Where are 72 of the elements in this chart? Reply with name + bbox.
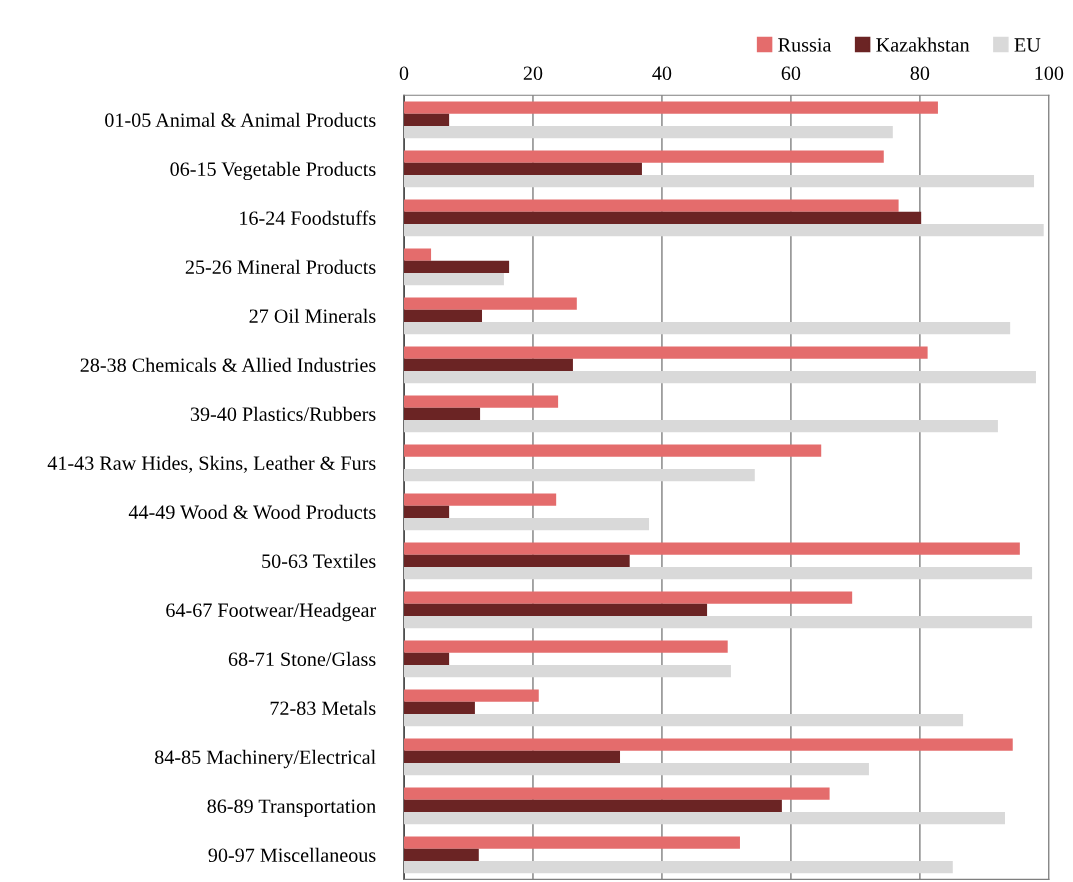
y-tick-label: 06-15 Vegetable Products xyxy=(170,161,376,181)
bar xyxy=(403,799,782,812)
bar xyxy=(403,603,708,616)
y-tick-label: 28-38 Chemicals & Allied Industries xyxy=(80,357,376,372)
x-tick-label: 80 xyxy=(910,66,930,81)
x-tick-label: 60 xyxy=(781,66,801,81)
y-tick-label: 64-67 Footwear/Headgear xyxy=(166,602,377,622)
legend-label: Russia xyxy=(778,38,832,52)
bar xyxy=(403,174,1035,188)
bar xyxy=(403,309,483,322)
bar xyxy=(403,811,1006,825)
y-tick-label: 72-83 Metals xyxy=(270,700,376,716)
bar xyxy=(403,566,1033,580)
bar xyxy=(403,652,450,665)
bar xyxy=(403,211,922,224)
x-tick-label: 100 xyxy=(1035,66,1064,81)
bar xyxy=(403,591,853,604)
bar xyxy=(403,738,1013,751)
bar xyxy=(403,162,642,175)
y-tick-label: 41-43 Raw Hides, Skins, Leather & Furs xyxy=(47,455,376,473)
x-tick-label: 20 xyxy=(523,66,543,81)
bar xyxy=(403,125,893,139)
y-tick-label: 86-89 Transportation xyxy=(207,799,376,818)
bar xyxy=(403,640,728,653)
bar xyxy=(403,370,1036,384)
bar xyxy=(403,787,830,800)
y-tick-label: 44-49 Wood & Wood Products xyxy=(128,504,376,520)
y-tick-label: 68-71 Stone/Glass xyxy=(228,651,376,667)
bar xyxy=(403,346,928,359)
y-tick-label: 27 Oil Minerals xyxy=(249,308,376,323)
y-tick-label: 50-63 Textiles xyxy=(262,553,376,568)
bar xyxy=(403,113,450,126)
bar xyxy=(403,358,573,371)
bar xyxy=(403,664,731,678)
y-tick-label: 25-26 Mineral Products xyxy=(185,259,376,274)
legend-label: Kazakhstan xyxy=(876,37,970,52)
bar xyxy=(403,615,1033,629)
bar xyxy=(403,419,998,433)
bar xyxy=(403,150,884,163)
bar xyxy=(403,444,822,457)
bar xyxy=(403,297,577,310)
bar xyxy=(403,554,630,567)
bar xyxy=(403,248,432,261)
x-tick-label: 40 xyxy=(652,66,672,81)
bar xyxy=(403,223,1044,237)
bar xyxy=(403,505,450,518)
y-tick-label: 90-97 Miscellaneous xyxy=(208,847,376,863)
bar xyxy=(403,101,938,114)
bar xyxy=(403,260,510,273)
bar xyxy=(403,407,481,420)
bar xyxy=(403,762,869,776)
x-tick-label: 0 xyxy=(399,66,409,81)
y-tick-label: 16-24 Foodstuffs xyxy=(240,210,376,225)
bar xyxy=(403,199,899,212)
bar xyxy=(403,542,1020,555)
bar xyxy=(403,321,1011,335)
bar xyxy=(403,468,755,482)
bar xyxy=(403,493,557,506)
bar xyxy=(403,836,740,849)
bar xyxy=(403,848,479,861)
y-tick-label: 84-85 Machinery/Electrical xyxy=(154,749,376,769)
bar xyxy=(403,395,559,408)
bar xyxy=(403,272,504,286)
bar xyxy=(403,860,953,874)
bar xyxy=(403,689,539,702)
bar xyxy=(403,750,621,763)
bar xyxy=(403,713,964,727)
y-tick-label: 01-05 Animal & Animal Products xyxy=(105,112,376,127)
bar xyxy=(403,517,650,531)
bar xyxy=(403,701,475,714)
y-tick-label: 39-40 Plastics/Rubbers xyxy=(190,406,376,421)
legend-label: EU xyxy=(1014,38,1041,52)
